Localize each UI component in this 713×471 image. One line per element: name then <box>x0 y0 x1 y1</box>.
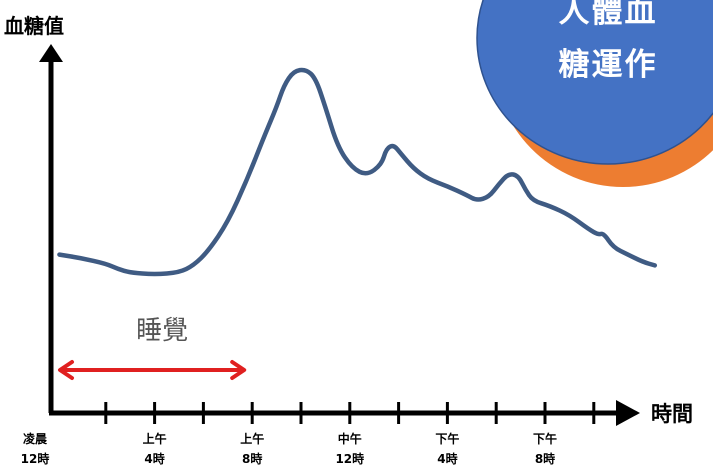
sleep-arrow <box>58 360 247 380</box>
x-tick-label: 中午 <box>338 431 362 446</box>
x-tick-label: 上午 <box>240 431 264 446</box>
series-line <box>57 67 658 277</box>
x-tick-label: 下午 <box>435 431 459 446</box>
x-tick-label: 12時 <box>335 451 364 466</box>
badge-title-line2: 糖運作 <box>559 47 658 83</box>
badge-title-line1: 人體血 <box>559 0 658 30</box>
x-axis-label: 時間 <box>651 402 693 426</box>
x-tick-label: 4時 <box>144 451 164 466</box>
x-axis-tick-labels: 凌晨 12時 上午 4時 上午 8時 中午 12時 下午 4時 下午 8時 <box>21 431 557 466</box>
x-tick-label: 8時 <box>242 451 262 466</box>
x-tick-label: 12時 <box>21 451 50 466</box>
badge-circle <box>476 0 713 165</box>
x-axis-arrowhead <box>616 400 640 426</box>
sleep-label: 睡覺 <box>136 316 188 346</box>
sleep-arrow-right-head <box>230 360 247 380</box>
x-tick-label: 下午 <box>533 431 557 446</box>
y-axis-label: 血糖值 <box>4 14 64 38</box>
x-tick-label: 凌晨 <box>23 431 48 446</box>
sleep-arrow-left-head <box>58 360 74 380</box>
x-axis-ticks <box>104 402 596 424</box>
x-tick-label: 上午 <box>143 431 167 446</box>
x-tick-label: 8時 <box>535 451 555 466</box>
title-badge: 人體血 糖運作 <box>476 0 713 187</box>
x-tick-label: 4時 <box>437 451 457 466</box>
y-axis-arrowhead <box>39 44 63 62</box>
